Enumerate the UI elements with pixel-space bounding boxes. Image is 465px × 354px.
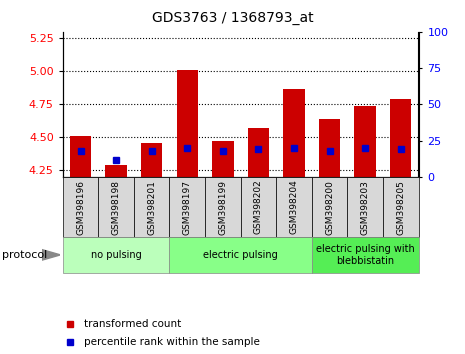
Text: GSM398201: GSM398201: [147, 179, 156, 235]
Bar: [63, 237, 169, 273]
Text: percentile rank within the sample: percentile rank within the sample: [84, 337, 260, 347]
Text: transformed count: transformed count: [84, 319, 181, 329]
Text: GSM398204: GSM398204: [290, 180, 299, 234]
Text: GSM398198: GSM398198: [112, 179, 120, 235]
Text: GSM398200: GSM398200: [325, 179, 334, 235]
Text: GSM398196: GSM398196: [76, 179, 85, 235]
Text: electric pulsing with
blebbistatin: electric pulsing with blebbistatin: [316, 244, 414, 266]
Text: GSM398197: GSM398197: [183, 179, 192, 235]
Bar: [99, 177, 134, 237]
Bar: [205, 177, 241, 237]
Bar: [383, 177, 418, 237]
Bar: [312, 177, 347, 237]
Bar: [319, 119, 340, 177]
Bar: [212, 141, 233, 177]
Text: GSM398202: GSM398202: [254, 180, 263, 234]
Text: GSM398199: GSM398199: [219, 179, 227, 235]
Bar: [134, 177, 169, 237]
Bar: [63, 177, 99, 237]
Bar: [347, 177, 383, 237]
Bar: [141, 143, 162, 177]
Bar: [241, 177, 276, 237]
Bar: [177, 70, 198, 177]
Text: GDS3763 / 1368793_at: GDS3763 / 1368793_at: [152, 11, 313, 25]
Bar: [169, 237, 312, 273]
Text: no pulsing: no pulsing: [91, 250, 141, 260]
Bar: [169, 177, 205, 237]
Bar: [70, 136, 91, 177]
Bar: [283, 88, 305, 177]
Bar: [106, 165, 127, 177]
Bar: [354, 106, 376, 177]
Bar: [248, 128, 269, 177]
Bar: [312, 237, 418, 273]
Bar: [276, 177, 312, 237]
Text: protocol: protocol: [2, 250, 47, 260]
Bar: [390, 99, 412, 177]
Polygon shape: [42, 250, 60, 260]
Text: GSM398203: GSM398203: [361, 179, 370, 235]
Text: electric pulsing: electric pulsing: [203, 250, 278, 260]
Text: GSM398205: GSM398205: [396, 179, 405, 235]
